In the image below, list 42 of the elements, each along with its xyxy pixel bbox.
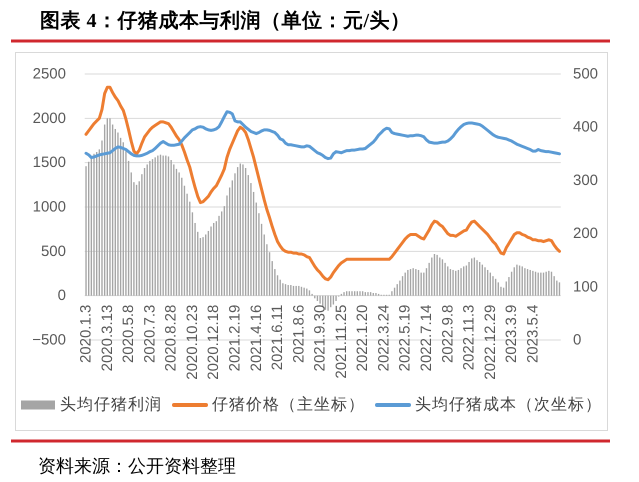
- y-tick-label: 0: [58, 287, 66, 304]
- x-tick-label: 2021.9.30: [312, 304, 329, 372]
- y2-tick-label: 200: [573, 225, 598, 242]
- x-tick-label: 2020.10.23: [184, 304, 201, 380]
- x-tick-label: 2020.3.13: [98, 304, 116, 372]
- x-tick-label: 2022.7.14: [418, 304, 435, 372]
- legend-label: 仔猪价格（主坐标）: [212, 396, 365, 414]
- legend-label: 头均仔猪利润: [60, 396, 162, 414]
- x-tick-label: 2022.9.8: [439, 304, 456, 364]
- x-tick-label: 2020.5.8: [120, 304, 138, 364]
- x-tick-label: 2021.4.16: [248, 304, 265, 372]
- x-tick-label: 2020.7.3: [141, 304, 158, 364]
- y2-tick-label: 300: [573, 172, 598, 189]
- x-tick-label: 2022.5.19: [396, 304, 414, 372]
- y-tick-label: 1000: [32, 198, 66, 216]
- x-tick-label: 2020.12.18: [205, 304, 222, 380]
- x-tick-label: 2021.6.11: [269, 304, 286, 370]
- x-tick-label: 2020.8.28: [162, 304, 180, 372]
- y-tick-label: −500: [32, 332, 66, 348]
- x-tick-label: 2022.12.29: [482, 304, 499, 380]
- chart-title: 图表 4：仔猪成本与利润（单位：元/头）: [40, 9, 411, 32]
- legend-label: 头均仔猪成本（次坐标）: [415, 396, 602, 414]
- y2-tick-label: 0: [573, 332, 582, 348]
- line-series: [84, 110, 561, 160]
- x-tick-label: 2021.8.6: [290, 304, 308, 364]
- x-tick-label: 2023.3.9: [503, 304, 520, 364]
- x-tick-label: 2022.3.24: [375, 304, 392, 372]
- x-tick-label: 2022.1.20: [354, 304, 372, 372]
- y-tick-label: 2500: [32, 66, 66, 82]
- y-tick-label: 1500: [32, 154, 66, 172]
- line-series: [84, 86, 561, 282]
- x-tick-label: 2021.2.19: [226, 304, 244, 372]
- text: 资料来源：公开资料整理: [38, 456, 236, 476]
- y2-tick-label: 100: [573, 278, 598, 296]
- y-tick-label: 2000: [32, 110, 66, 127]
- x-tick-label: 2022.11.3: [460, 304, 478, 370]
- y2-tick-label: 400: [573, 118, 598, 136]
- x-tick-label: 2021.11.25: [332, 304, 350, 379]
- y2-tick-label: 500: [573, 66, 598, 82]
- x-tick-label: 2020.1.3: [78, 304, 95, 364]
- y-tick-label: 500: [40, 242, 66, 260]
- x-tick-label: 2023.5.4: [524, 304, 542, 364]
